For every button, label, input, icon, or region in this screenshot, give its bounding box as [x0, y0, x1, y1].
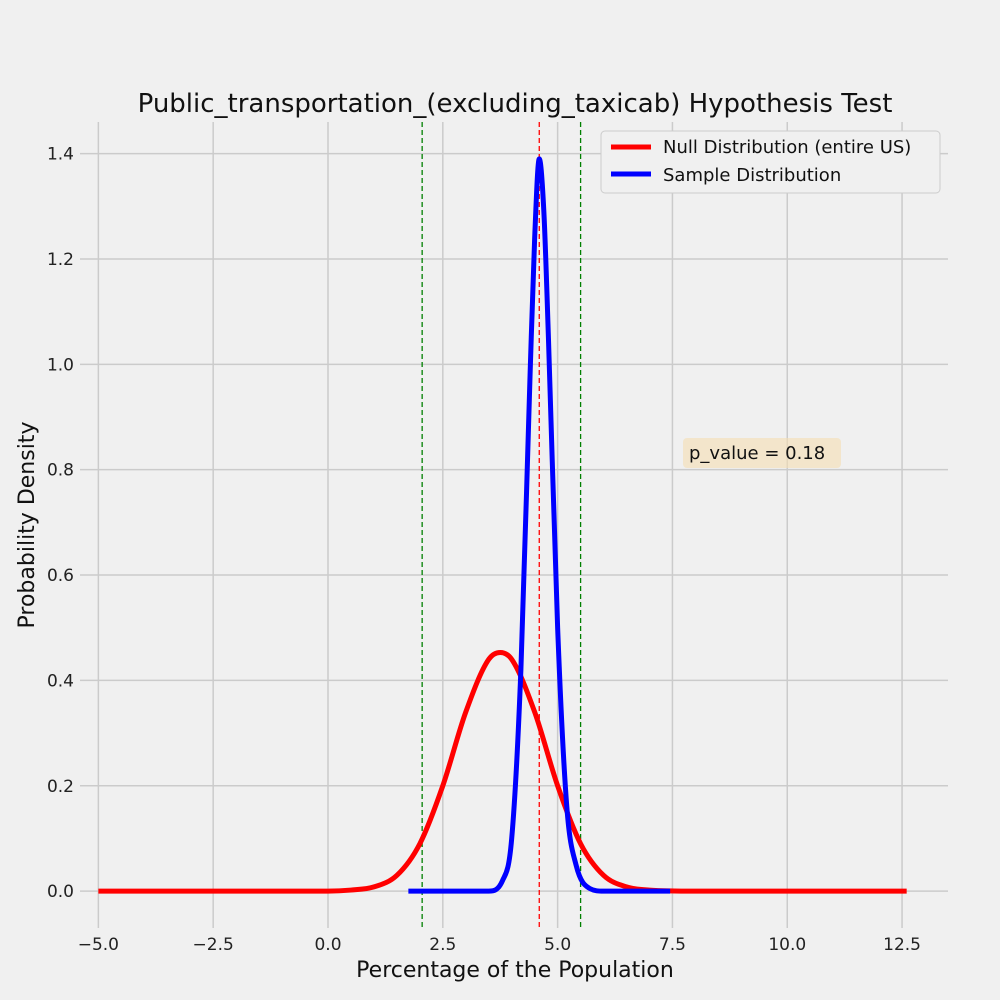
x-tick-label: 2.5: [429, 935, 456, 955]
x-tick-label: 12.5: [883, 935, 921, 955]
x-tick-label: 7.5: [659, 935, 686, 955]
y-tick-label: 1.0: [47, 355, 74, 375]
p-value-text: p_value = 0.18: [689, 443, 825, 464]
p-value-annotation: p_value = 0.18: [683, 438, 841, 468]
y-axis-label: Probability Density: [15, 422, 40, 629]
legend-label-sample: Sample Distribution: [663, 165, 841, 186]
y-tick-label: 1.4: [47, 145, 74, 165]
legend-label-null: Null Distribution (entire US): [663, 137, 911, 158]
legend: Null Distribution (entire US) Sample Dis…: [600, 130, 941, 194]
y-tick-label: 0.2: [47, 777, 74, 797]
x-tick-label: −5.0: [78, 935, 119, 955]
x-tick-label: 10.0: [768, 935, 806, 955]
y-tick-label: 0.0: [47, 882, 74, 902]
y-tick-label: 0.6: [47, 566, 74, 586]
p-value-box: [683, 438, 841, 468]
sample-distribution-line: [408, 156, 671, 894]
tick-labels: −5.0 −2.5 0.0 2.5 5.0 7.5 10.0 12.5 0.0 0.2 0.4 0.6…: [47, 145, 921, 955]
y-tick-label: 1.2: [47, 250, 74, 270]
x-axis-label: Percentage of the Population: [356, 958, 674, 983]
y-tick-label: 0.4: [47, 671, 74, 691]
legend-box: [600, 130, 941, 194]
reference-lines: [421, 122, 582, 928]
x-tick-label: 5.0: [544, 935, 571, 955]
series-lines: [98, 156, 907, 894]
x-tick-label: 0.0: [314, 935, 341, 955]
y-tick-label: 0.8: [47, 461, 74, 481]
x-tick-label: −2.5: [193, 935, 234, 955]
chart-title: Public_transportation_(excluding_taxicab…: [138, 89, 893, 119]
